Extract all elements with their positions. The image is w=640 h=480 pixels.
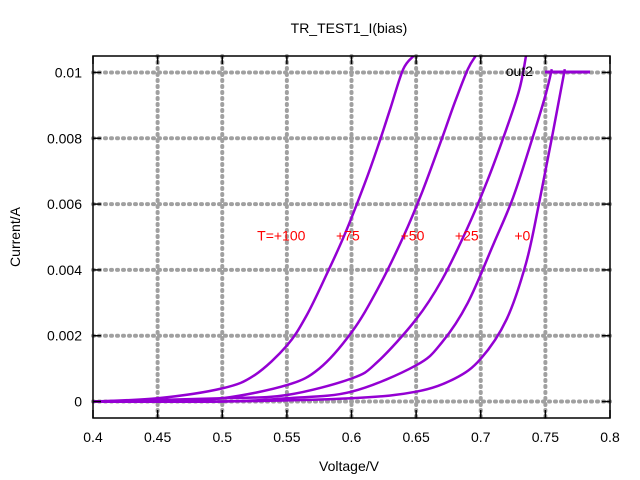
y-axis-label: Current/A [7, 206, 23, 267]
annotations: T=+100 +75 +50 +25 +0 [257, 227, 530, 243]
y-tick-label: 0.004 [47, 262, 82, 278]
series-line-out2-curve-5 [93, 68, 567, 404]
x-tick-label: 0.55 [273, 429, 300, 445]
annotation-label: +50 [401, 227, 425, 243]
legend-label-out2: out2 [506, 63, 533, 79]
legend: out2 [506, 63, 590, 79]
y-tick-label: 0.008 [47, 130, 82, 146]
annotation-label: +25 [455, 227, 479, 243]
annotation-label: T=+100 [257, 227, 305, 243]
x-tick-label: 0.5 [213, 429, 233, 445]
y-tick-label: 0.002 [47, 328, 82, 344]
x-tick-label: 0.75 [532, 429, 559, 445]
x-tick-label: 0.7 [471, 429, 491, 445]
annotation-label: +0 [514, 227, 530, 243]
axis-ticks: 0.4 0.45 0.5 0.55 0.6 0.65 0.7 0.75 0.8 0 0.002 0.0… [47, 56, 620, 445]
chart-title: TR_TEST1_I(bias) [291, 20, 408, 36]
x-tick-label: 0.65 [403, 429, 430, 445]
series-line-out2-curve-4 [93, 68, 554, 404]
x-tick-label: 0.6 [342, 429, 362, 445]
series-line-out2-curve-3 [93, 56, 528, 403]
data-curves [93, 56, 567, 404]
x-axis-label: Voltage/V [319, 458, 380, 474]
y-tick-label: 0.006 [47, 196, 82, 212]
plot-frame [92, 55, 611, 419]
series-line-out2-curve-1 [93, 56, 415, 403]
x-tick-label: 0.8 [600, 429, 620, 445]
annotation-label: +75 [336, 227, 360, 243]
y-tick-label: 0 [74, 394, 82, 410]
x-tick-label: 0.45 [144, 429, 171, 445]
x-tick-label: 0.4 [83, 429, 103, 445]
y-tick-label: 0.01 [55, 64, 82, 80]
